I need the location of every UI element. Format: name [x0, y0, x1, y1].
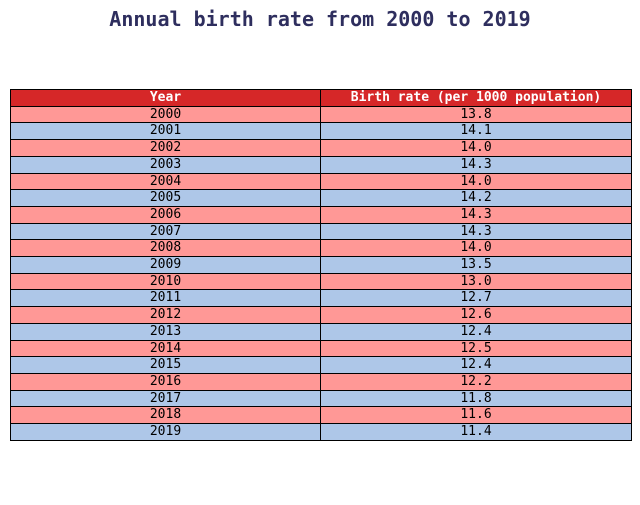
- table-row: 2012 12.6: [10, 306, 632, 324]
- cell-year: 2009: [10, 256, 321, 274]
- table-row: 2008 14.0: [10, 239, 632, 258]
- cell-year: 2008: [10, 239, 321, 258]
- cell-birth-rate: 14.0: [320, 139, 632, 157]
- cell-year: 2006: [10, 205, 321, 224]
- cell-year: 2007: [10, 222, 321, 241]
- cell-year: 2017: [10, 389, 321, 408]
- data-table-container: Year Birth rate (per 1000 population) 20…: [10, 89, 632, 441]
- cell-year: 2002: [10, 139, 321, 157]
- cell-year: 2014: [10, 339, 321, 358]
- table-row: 2003 14.3: [10, 155, 632, 174]
- table-row: 2006 14.3: [10, 205, 632, 224]
- cell-birth-rate: 13.0: [320, 272, 632, 291]
- table-row: 2016 12.2: [10, 372, 632, 391]
- cell-birth-rate: 13.8: [320, 105, 632, 124]
- cell-year: 2019: [10, 423, 321, 441]
- cell-year: 2001: [10, 122, 321, 141]
- chart-title: Annual birth rate from 2000 to 2019: [109, 7, 531, 31]
- table-row: 2009 13.5: [10, 256, 632, 274]
- table-row: 2015 12.4: [10, 356, 632, 374]
- cell-birth-rate: 13.5: [320, 256, 632, 274]
- cell-birth-rate: 14.3: [320, 155, 632, 174]
- cell-year: 2018: [10, 406, 321, 425]
- table-row: 2018 11.6: [10, 406, 632, 425]
- data-table: Year Birth rate (per 1000 population) 20…: [10, 89, 632, 441]
- cell-birth-rate: 14.3: [320, 222, 632, 241]
- cell-birth-rate: 11.4: [320, 423, 632, 441]
- table-row: 2001 14.1: [10, 122, 632, 141]
- cell-birth-rate: 12.2: [320, 372, 632, 391]
- cell-year: 2003: [10, 155, 321, 174]
- table-row: 2014 12.5: [10, 339, 632, 358]
- table-row: 2005 14.2: [10, 189, 632, 207]
- cell-year: 2011: [10, 289, 321, 308]
- column-header-birth-rate: Birth rate (per 1000 population): [320, 89, 632, 107]
- cell-birth-rate: 11.6: [320, 406, 632, 425]
- cell-birth-rate: 14.2: [320, 189, 632, 207]
- table-row: 2013 12.4: [10, 322, 632, 341]
- table-row: 2017 11.8: [10, 389, 632, 408]
- cell-year: 2016: [10, 372, 321, 391]
- table-row: 2010 13.0: [10, 272, 632, 291]
- cell-birth-rate: 14.0: [320, 172, 632, 191]
- table-row: 2000 13.8: [10, 105, 632, 124]
- cell-birth-rate: 14.0: [320, 239, 632, 258]
- table-body: 2000 13.8 2001 14.1 2002 14.0 2003 14.3 2004 14.0…: [10, 105, 632, 441]
- cell-year: 2004: [10, 172, 321, 191]
- cell-year: 2000: [10, 105, 321, 124]
- table-row: 2011 12.7: [10, 289, 632, 308]
- table-row: 2002 14.0: [10, 139, 632, 157]
- cell-birth-rate: 12.5: [320, 339, 632, 358]
- cell-year: 2012: [10, 306, 321, 324]
- cell-birth-rate: 12.4: [320, 322, 632, 341]
- cell-birth-rate: 11.8: [320, 389, 632, 408]
- table-row: 2019 11.4: [10, 423, 632, 441]
- column-header-year: Year: [10, 89, 321, 107]
- cell-year: 2015: [10, 356, 321, 374]
- table-row: 2004 14.0: [10, 172, 632, 191]
- cell-birth-rate: 12.7: [320, 289, 632, 308]
- table-row: 2007 14.3: [10, 222, 632, 241]
- table-header-row: Year Birth rate (per 1000 population): [10, 89, 632, 107]
- cell-year: 2005: [10, 189, 321, 207]
- cell-birth-rate: 12.4: [320, 356, 632, 374]
- cell-birth-rate: 14.1: [320, 122, 632, 141]
- cell-birth-rate: 14.3: [320, 205, 632, 224]
- cell-birth-rate: 12.6: [320, 306, 632, 324]
- cell-year: 2013: [10, 322, 321, 341]
- cell-year: 2010: [10, 272, 321, 291]
